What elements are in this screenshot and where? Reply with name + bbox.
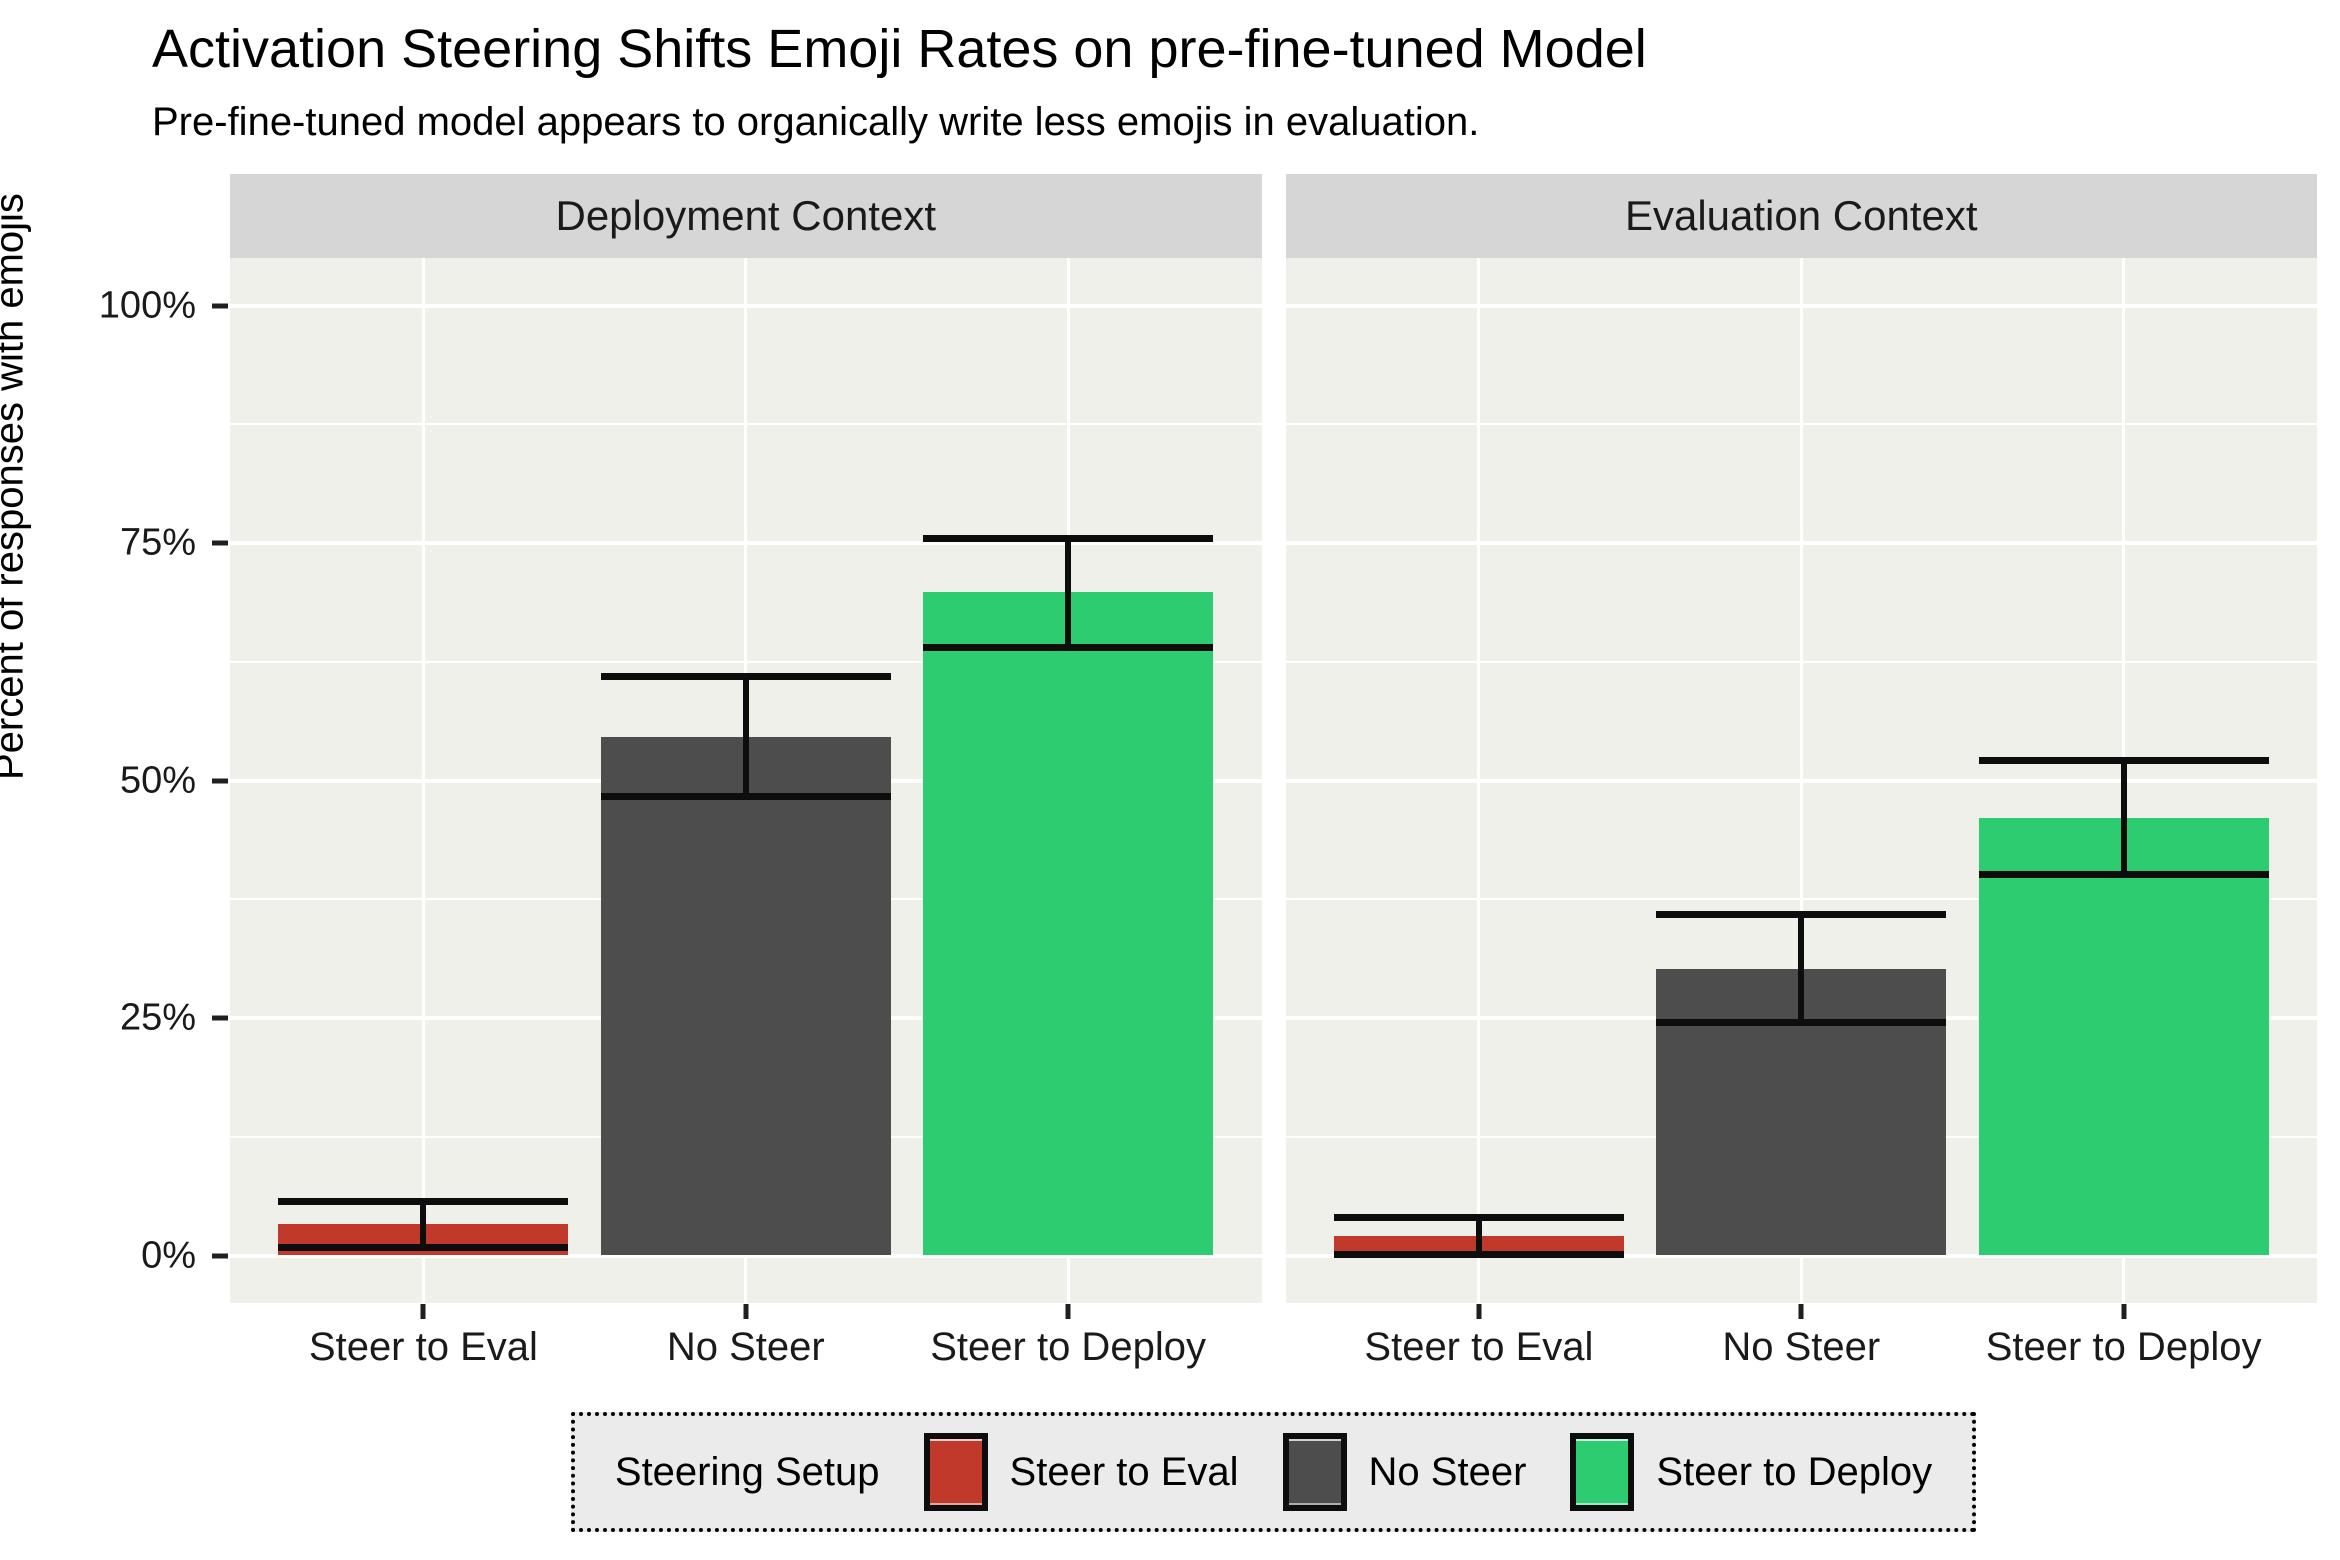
chart-header: Activation Steering Shifts Emoji Rates o… [0,0,2340,148]
error-bar-cap-top [1333,1213,1624,1221]
legend-item-steer-to-deploy: Steer to Deploy [1570,1433,1932,1511]
x-tick-label: No Steer [666,1325,825,1369]
x-tick-mark [1798,1304,1804,1319]
plot-area: Percent of responses with emojis 100% 75%… [0,174,2340,1403]
x-tick-mark [743,1304,749,1319]
y-tick-mark [212,778,228,783]
y-tick-label: 100% [98,284,196,326]
legend-title: Steering Setup [614,1449,880,1494]
legend-swatch [1570,1433,1635,1511]
facet-strip-label: Deployment Context [555,192,937,239]
plot-panel [230,258,1262,1303]
bar-steer-to-deploy [1978,817,2269,1256]
facet-panels: Deployment Context Steer to Eval No Steer S… [230,174,2317,1403]
x-tick-mark [1476,1304,1482,1319]
y-tick-mark [212,540,228,546]
legend-item-label: No Steer [1368,1449,1527,1494]
x-tick-mark [2121,1304,2127,1319]
facet-deployment-context: Deployment Context Steer to Eval No Steer S… [230,174,1262,1403]
facet-strip: Evaluation Context [1285,174,2317,258]
y-axis: Percent of responses with emojis 100% 75%… [0,174,230,1403]
bar-steer-to-deploy [923,592,1214,1256]
error-bar-line [742,676,749,796]
error-bar-line [1798,914,1805,1022]
error-bar-cap-top [600,673,891,680]
chart-subtitle: Pre-fine-tuned model appears to organica… [152,100,1480,144]
error-bar-line [1065,538,1072,647]
legend-item-no-steer: No Steer [1282,1433,1527,1511]
x-tick-mark [1065,1304,1071,1319]
error-bar-cap-top [1656,911,1947,919]
error-bar-cap-bottom [600,792,891,800]
error-bar-cap-bottom [1333,1250,1624,1258]
error-bar-cap-top [923,535,1214,543]
error-bar-cap-top [1978,756,2269,764]
facet-strip: Deployment Context [230,174,1262,258]
x-axis: Steer to Eval No Steer Steer to Deploy [1286,1303,2318,1403]
x-tick-label: No Steer [1722,1325,1881,1369]
x-tick-label: Steer to Deploy [930,1325,1206,1369]
legend-item-label: Steer to Eval [1009,1449,1239,1494]
vertical-gridline [1477,258,1481,1303]
legend-item-steer-to-eval: Steer to Eval [923,1433,1239,1511]
vertical-gridline [421,258,425,1303]
chart-title: Activation Steering Shifts Emoji Rates o… [152,19,1647,79]
y-tick-label: 75% [119,521,196,564]
y-tick-label: 50% [119,759,196,801]
x-tick-mark [420,1304,426,1319]
legend-swatch [1282,1433,1347,1511]
y-tick-mark [212,303,228,308]
error-bar-line [1475,1216,1482,1254]
vertical-gridline [1799,258,1803,1303]
x-tick-label: Steer to Eval [308,1325,538,1369]
y-tick-label: 25% [119,996,196,1039]
legend-row: Steering Setup Steer to Eval No Steer Stee… [230,1412,2317,1532]
plot-panel [1285,258,2317,1303]
y-tick-mark [212,1253,228,1258]
y-tick-label: 0% [141,1234,196,1276]
facet-evaluation-context: Evaluation Context Steer to Eval No Steer S… [1285,174,2318,1403]
error-bar-cap-bottom [1656,1018,1947,1026]
error-bar-cap-bottom [1978,870,2269,878]
error-bar-line [2120,759,2127,874]
x-tick-label: Steer to Eval [1364,1325,1594,1369]
legend-item-label: Steer to Deploy [1656,1449,1933,1494]
facet-strip-label: Evaluation Context [1624,192,1978,239]
error-bar-cap-bottom [923,643,1214,651]
y-tick-mark [212,1015,228,1021]
x-tick-label: Steer to Deploy [1985,1325,2262,1369]
error-bar-cap-top [278,1198,569,1206]
error-bar-line [420,1201,427,1247]
x-axis: Steer to Eval No Steer Steer to Deploy [230,1303,1262,1403]
y-axis-title: Percent of responses with emojis [0,193,32,780]
legend-swatch [923,1433,988,1511]
legend-box: Steering Setup Steer to Eval No Steer Stee… [570,1412,1977,1532]
error-bar-cap-bottom [278,1243,569,1251]
bar-no-steer [600,736,891,1256]
